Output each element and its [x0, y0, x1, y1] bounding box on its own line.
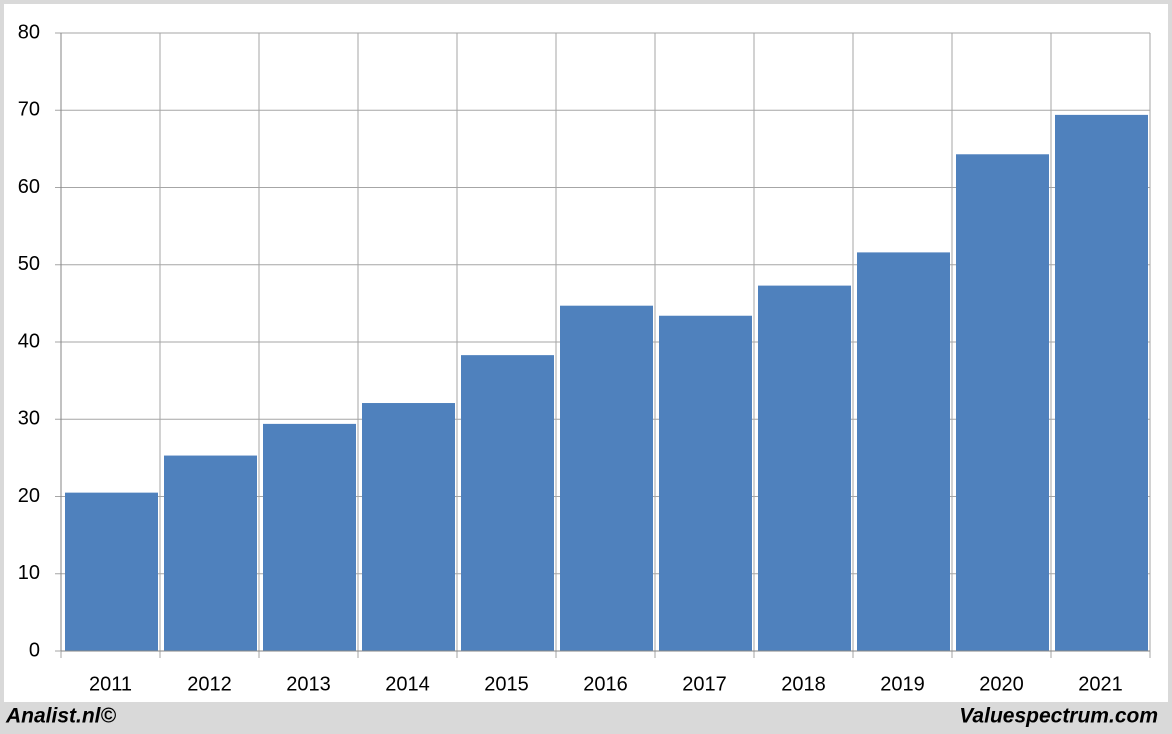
bar	[65, 492, 158, 651]
source: Analist.nl©	[5, 705, 117, 728]
bar	[758, 285, 851, 651]
bar	[164, 455, 257, 651]
x-tick-label: 2011	[89, 673, 132, 695]
x-tick-label: 2020	[979, 673, 1024, 695]
x-tick-label: 2012	[187, 673, 232, 695]
y-tick-label: 60	[18, 176, 40, 198]
x-tick-label: 2015	[484, 673, 529, 695]
x-tick-label: 2014	[385, 673, 430, 695]
x-tick-label: 2017	[682, 673, 727, 695]
x-tick-label: 2013	[286, 673, 331, 695]
x-tick-label: 2016	[583, 673, 628, 695]
bar	[263, 423, 356, 651]
x-tick-label: 2021	[1078, 673, 1123, 695]
y-tick-label: 50	[18, 253, 40, 275]
y-tick-label: 40	[18, 330, 40, 352]
y-tick-label: 80	[18, 21, 40, 43]
bar	[461, 355, 554, 651]
x-tick-label: 2019	[880, 673, 925, 695]
credit: Valuespectrum.com	[959, 705, 1158, 728]
bar	[956, 154, 1049, 651]
bar	[1055, 114, 1148, 651]
y-tick-label: 30	[18, 408, 40, 430]
x-tick-label: 2018	[781, 673, 826, 695]
y-tick-label: 20	[18, 485, 40, 507]
bar	[857, 252, 950, 651]
bar	[362, 403, 455, 651]
bar	[659, 315, 752, 651]
y-tick-label: 70	[18, 99, 40, 121]
y-tick-label: 0	[29, 639, 40, 661]
y-tick-label: 10	[18, 562, 40, 584]
bar	[560, 305, 653, 651]
